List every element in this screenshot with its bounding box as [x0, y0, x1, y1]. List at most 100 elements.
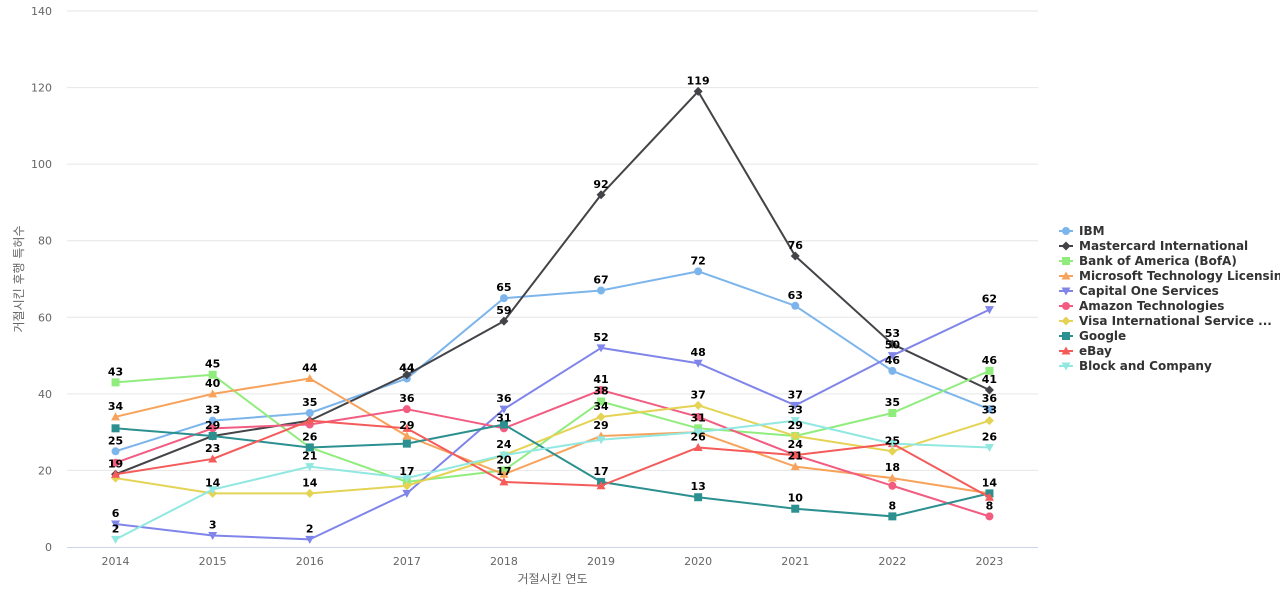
- data-label: 17: [399, 465, 414, 478]
- legend-label: Block and Company: [1079, 359, 1212, 373]
- legend-item[interactable]: Bank of America (BofA): [1059, 254, 1237, 268]
- data-label: 20: [496, 453, 512, 466]
- legend-item[interactable]: Capital One Services: [1059, 284, 1219, 298]
- series-point: [887, 440, 897, 449]
- series-point: [984, 385, 994, 395]
- series-point: [596, 481, 606, 490]
- series-point: [208, 532, 218, 541]
- series-point: [402, 481, 412, 491]
- series-point: [887, 352, 897, 361]
- legend-item[interactable]: Visa International Service ...: [1059, 314, 1272, 328]
- series-point: [693, 400, 703, 410]
- series-point: [984, 416, 994, 426]
- data-label: 41: [593, 373, 608, 386]
- series-point: [694, 412, 703, 421]
- data-label: 14: [982, 476, 998, 489]
- series-3[interactable]: [111, 374, 994, 497]
- legend-label: Capital One Services: [1079, 284, 1219, 298]
- series-point: [596, 436, 606, 445]
- series-point: [402, 370, 412, 380]
- series-point: [111, 447, 120, 456]
- series-point: [888, 409, 897, 417]
- data-label: 29: [205, 419, 220, 432]
- data-label: 45: [205, 358, 220, 371]
- legend-marker: [1061, 271, 1071, 280]
- x-tick-label: 2016: [296, 555, 324, 568]
- series-point: [499, 316, 509, 326]
- series-point: [305, 535, 315, 544]
- series-point: [402, 489, 412, 498]
- x-tick-label: 2014: [102, 555, 130, 568]
- data-label: 25: [108, 434, 123, 447]
- series-point: [790, 431, 800, 441]
- x-tick-label: 2017: [393, 555, 421, 568]
- series-line: [115, 389, 990, 518]
- series-point: [499, 294, 508, 303]
- data-label: 29: [788, 419, 803, 432]
- series-8[interactable]: [111, 416, 994, 501]
- data-label: 34: [593, 400, 609, 413]
- series-line: [115, 419, 990, 499]
- data-label: 46: [885, 354, 901, 367]
- data-label: 92: [593, 178, 608, 191]
- series-line: [115, 404, 990, 495]
- data-label: 46: [982, 354, 998, 367]
- series-point: [887, 473, 897, 482]
- data-label: 62: [982, 293, 997, 306]
- legend-item[interactable]: Block and Company: [1059, 359, 1212, 373]
- legend-item[interactable]: Amazon Technologies: [1059, 299, 1224, 313]
- data-label: 50: [885, 339, 901, 352]
- data-label: 13: [690, 480, 705, 493]
- series-point: [305, 463, 315, 472]
- legend-label: Google: [1079, 329, 1126, 343]
- series-point: [984, 306, 994, 315]
- data-label: 21: [788, 450, 803, 463]
- data-label: 72: [690, 254, 705, 267]
- series-point: [791, 301, 800, 310]
- data-label: 35: [885, 396, 900, 409]
- series-point: [791, 504, 800, 513]
- legend-label: Microsoft Technology Licensing: [1079, 269, 1280, 283]
- y-axis-ticks: 0 20 40 60 80 100 120 140: [31, 5, 52, 554]
- data-label: 119: [687, 74, 710, 87]
- legend-item[interactable]: Microsoft Technology Licensing: [1059, 269, 1280, 283]
- y-tick-label: 120: [31, 82, 52, 95]
- series-point: [208, 370, 217, 379]
- series-point: [984, 443, 994, 452]
- x-tick-label: 2019: [587, 555, 615, 568]
- legend-item[interactable]: Google: [1059, 329, 1126, 343]
- series-point: [402, 423, 412, 432]
- legend-item[interactable]: Mastercard International: [1059, 239, 1248, 253]
- series-point: [596, 412, 606, 422]
- series-point: [499, 451, 509, 460]
- y-tick-label: 20: [38, 464, 52, 477]
- series-4[interactable]: [111, 306, 994, 544]
- legend-label: Amazon Technologies: [1079, 299, 1224, 313]
- series-point: [402, 431, 412, 440]
- data-label: 34: [108, 400, 124, 413]
- series-line: [115, 423, 990, 518]
- series-point: [305, 416, 315, 425]
- series-0[interactable]: [111, 267, 994, 456]
- data-label: 2: [112, 522, 120, 535]
- series-point: [596, 344, 606, 353]
- data-label: 65: [496, 281, 511, 294]
- series-point: [402, 439, 411, 448]
- x-tick-label: 2020: [684, 555, 712, 568]
- series-point: [208, 486, 218, 495]
- data-label: 25: [885, 434, 900, 447]
- legend-marker: [1062, 302, 1070, 310]
- legend-item[interactable]: IBM: [1059, 224, 1105, 238]
- data-label: 43: [108, 365, 123, 378]
- data-label: 29: [399, 419, 414, 432]
- legend-item[interactable]: eBay: [1059, 344, 1112, 358]
- series-point: [790, 417, 800, 426]
- x-axis-title: 거절시킨 연도: [517, 572, 587, 586]
- series-point: [693, 428, 703, 437]
- series-9[interactable]: [111, 417, 994, 544]
- data-label: 8: [986, 499, 994, 512]
- data-label: 19: [108, 457, 123, 470]
- data-label: 44: [302, 362, 318, 375]
